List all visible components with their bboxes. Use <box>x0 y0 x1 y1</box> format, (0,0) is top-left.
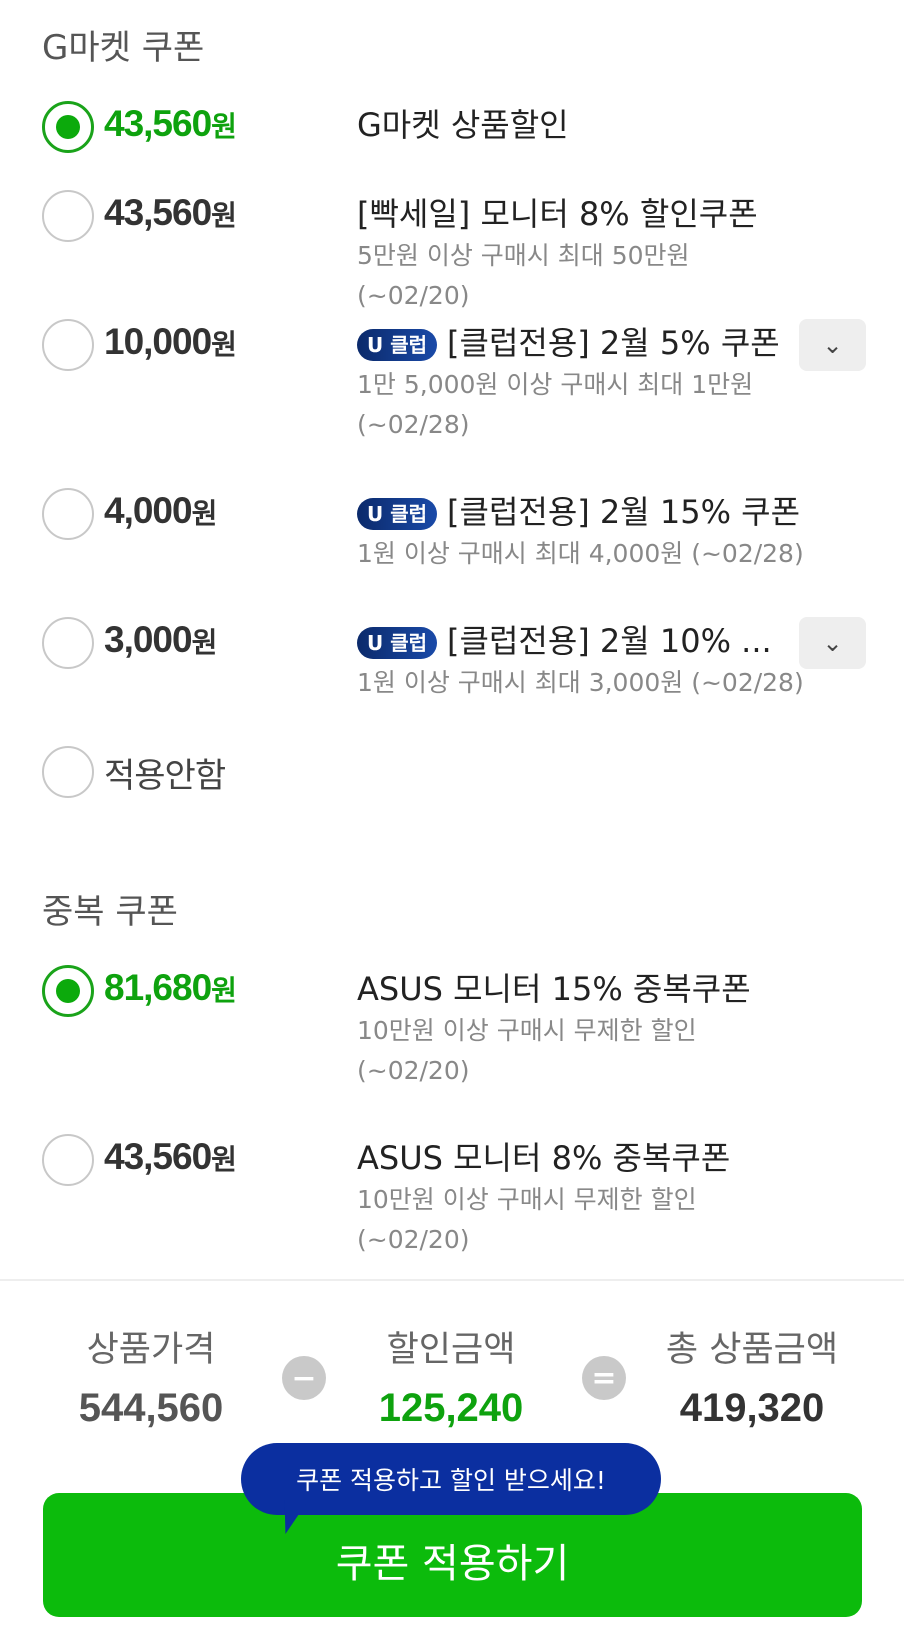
coupon-amount: 81,680 <box>104 967 212 1008</box>
uclub-badge: U 클럽 <box>357 329 438 361</box>
coupon-title: [빡세일] 모니터 8% 할인쿠폰 <box>357 195 758 233</box>
coupon-amount: 43,560 <box>104 103 212 144</box>
radio-button[interactable] <box>42 488 94 540</box>
coupon-amount: 43,560 <box>104 1136 212 1177</box>
total-amount: 총 상품금액 419,320 <box>652 1321 852 1431</box>
no-coupon-label: 적용안함 <box>104 757 226 795</box>
minus-icon: − <box>282 1356 326 1400</box>
divider <box>0 1279 904 1281</box>
radio-button[interactable] <box>42 101 94 153</box>
radio-button[interactable] <box>42 965 94 1017</box>
uclub-badge: U 클럽 <box>357 627 438 659</box>
equals-icon: = <box>582 1356 626 1400</box>
coupon-amount: 10,000 <box>104 321 212 362</box>
price-label: 상품가격 <box>86 1330 216 1370</box>
discount-amount: 할인금액 125,240 <box>351 1321 551 1431</box>
chevron-down-icon[interactable]: ⌄ <box>799 617 866 669</box>
currency-unit: 원 <box>211 1144 237 1175</box>
coupon-condition: 1만 5,000원 이상 구매시 최대 1만원 (~02/28) <box>357 370 754 439</box>
currency-unit: 원 <box>191 627 218 658</box>
coupon-amount: 43,560 <box>104 192 212 233</box>
currency-unit: 원 <box>211 329 237 360</box>
coupon-title: [클럽전용] 2월 15% 쿠폰 <box>447 493 801 531</box>
coupon-title: ASUS 모니터 8% 중복쿠폰 <box>357 1139 731 1177</box>
coupon-title: [클럽전용] 2월 5% 쿠폰 <box>447 324 780 362</box>
total-value: 419,320 <box>679 1386 825 1430</box>
coupon-amount: 3,000 <box>104 619 193 660</box>
coupon-condition: 10만원 이상 구매시 무제한 할인 (~02/20) <box>357 1016 697 1085</box>
radio-button[interactable] <box>42 746 94 798</box>
coupon-title: [클럽전용] 2월 10% ... <box>447 622 772 660</box>
radio-button[interactable] <box>42 617 94 669</box>
currency-unit: 원 <box>211 975 237 1006</box>
total-label: 총 상품금액 <box>665 1330 839 1370</box>
uclub-badge: U 클럽 <box>357 498 438 530</box>
discount-value: 125,240 <box>378 1386 524 1430</box>
coupon-condition: 1원 이상 구매시 최대 3,000원 (~02/28) <box>357 668 804 697</box>
price-value: 544,560 <box>78 1386 224 1430</box>
currency-unit: 원 <box>211 111 237 142</box>
gmarket-coupon-title: G마켓 쿠폰 <box>42 28 205 68</box>
product-price: 상품가격 544,560 <box>51 1321 251 1431</box>
currency-unit: 원 <box>191 498 218 529</box>
coupon-title: ASUS 모니터 15% 중복쿠폰 <box>357 970 751 1008</box>
radio-button[interactable] <box>42 190 94 242</box>
coupon-condition: 1원 이상 구매시 최대 4,000원 (~02/28) <box>357 539 804 568</box>
radio-button[interactable] <box>42 1134 94 1186</box>
currency-unit: 원 <box>211 200 237 231</box>
radio-button[interactable] <box>42 319 94 371</box>
chevron-down-icon[interactable]: ⌄ <box>799 319 866 371</box>
coupon-condition: 5만원 이상 구매시 최대 50만원 (~02/20) <box>357 241 690 310</box>
coupon-condition: 10만원 이상 구매시 무제한 할인 (~02/20) <box>357 1185 697 1254</box>
coupon-amount: 4,000 <box>104 490 193 531</box>
duplicate-coupon-title: 중복 쿠폰 <box>42 892 178 932</box>
coupon-title: G마켓 상품할인 <box>357 106 569 144</box>
discount-label: 할인금액 <box>386 1330 516 1370</box>
tooltip-bubble: 쿠폰 적용하고 할인 받으세요! <box>241 1443 661 1515</box>
